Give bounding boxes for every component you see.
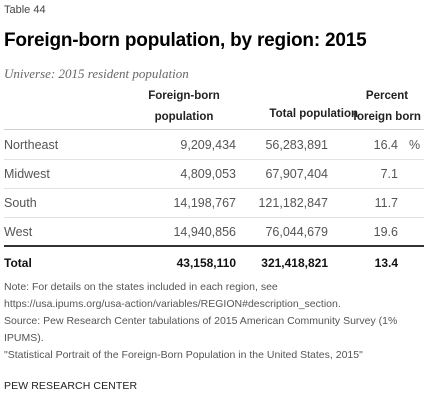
header-foreign-born-line2: population [154,111,214,123]
row-divider [4,188,424,189]
note-line: IPUMS). [4,332,44,344]
region-name: West [4,225,33,239]
table-title: Foreign-born population, by region: 2015 [4,30,367,51]
universe-subtitle: Universe: 2015 resident population [4,66,189,81]
total-label: Total [4,256,32,270]
percent-value: 11.7 [374,196,398,210]
table-row: Northeast 9,209,434 56,283,891 16.4% [4,130,424,161]
header-percent-foreign-born: Percent foreign born [350,86,424,128]
row-divider [4,217,424,218]
header-rule [4,129,424,130]
table-label: Table 44 [4,4,46,16]
header-foreign-born: Foreign-born population [130,86,238,128]
total-population: 321,418,821 [261,256,328,270]
table-row: West 14,940,856 76,044,679 19.6 [4,217,424,248]
total-population-value: 56,283,891 [265,138,328,152]
percent-value: 19.6 [373,225,398,239]
note-line: Note: For details on the states included… [4,281,278,293]
table-row: Midwest 4,809,053 67,907,404 7.1 [4,159,424,190]
table-row: South 14,198,767 121,182,847 11.7 [4,188,424,219]
region-name: Northeast [4,138,59,152]
foreign-born-value: 4,809,053 [180,167,236,181]
total-rule [4,245,424,247]
header-total-population: Total population [269,108,358,120]
percent-value: 7.1 [380,167,398,181]
foreign-born-value: 9,209,434 [180,138,236,152]
percent-value: 16.4 [373,138,398,152]
note-line: Source: Pew Research Center tabulations … [4,315,398,327]
note-line: "Statistical Portrait of the Foreign-Bor… [4,349,363,361]
total-foreign-born: 43,158,110 [176,256,236,270]
footer-source: PEW RESEARCH CENTER [4,380,138,392]
region-name: Midwest [4,167,50,181]
foreign-born-value: 14,198,767 [173,196,236,210]
note-line: https://usa.ipums.org/usa-action/variabl… [4,298,341,310]
header-foreign-born-line1: Foreign-born [148,90,220,102]
row-divider [4,159,424,160]
header-percent-line1: Percent [365,90,409,102]
total-percent: 13.4 [374,256,398,270]
table-row-total: Total 43,158,110 321,418,821 13.4 [4,248,424,279]
header-percent-line2: foreign born [353,111,421,123]
total-population-value: 121,182,847 [258,196,328,210]
notes: Note: For details on the states included… [4,279,428,364]
total-population-value: 67,907,404 [265,167,328,181]
percent-suffix: % [409,138,421,152]
total-population-value: 76,044,679 [265,225,328,239]
foreign-born-value: 14,940,856 [173,225,236,239]
region-name: South [4,196,37,210]
